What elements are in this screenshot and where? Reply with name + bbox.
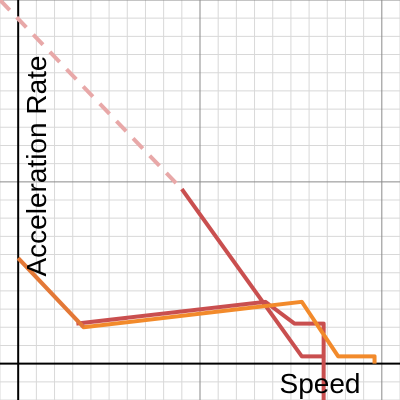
series-line-2 bbox=[0, 0, 184, 191]
series-line-1 bbox=[180, 187, 326, 400]
y-axis-label: Acceleration Rate bbox=[21, 55, 52, 276]
series-layer bbox=[0, 0, 377, 400]
series-line-5 bbox=[16, 256, 86, 329]
x-axis-label: Speed bbox=[280, 368, 361, 399]
